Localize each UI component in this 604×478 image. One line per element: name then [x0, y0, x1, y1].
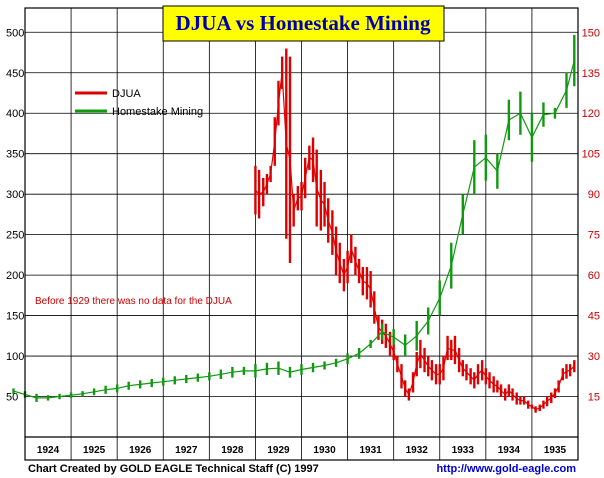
legend-label-djua: DJUA [112, 88, 141, 100]
x-tick-label: 1929 [267, 445, 290, 456]
chart-title: DJUA vs Homestake Mining [176, 11, 431, 35]
y-right-tick-label: 15 [588, 392, 600, 404]
x-tick-label: 1935 [544, 445, 567, 456]
x-tick-label: 1926 [129, 445, 152, 456]
y-left-tick-label: 250 [6, 230, 24, 242]
legend-label-homestake: Homestake Mining [112, 106, 203, 118]
x-tick-label: 1928 [221, 445, 244, 456]
x-tick-label: 1934 [498, 445, 521, 456]
series-layer [12, 34, 576, 413]
y-left-tick-label: 300 [6, 189, 24, 201]
grid-layer [25, 8, 578, 460]
y-left-tick-label: 500 [6, 27, 24, 39]
title-box-bg [162, 5, 445, 42]
x-tick-label: 1933 [452, 445, 475, 456]
source-url[interactable]: http://www.gold-eagle.com [436, 463, 576, 475]
y-left-tick-label: 350 [6, 149, 24, 161]
y-right-tick-label: 150 [582, 27, 600, 39]
y-left-tick-label: 450 [6, 68, 24, 80]
y-right-tick-label: 90 [588, 189, 600, 201]
y-right-tick-label: 120 [582, 108, 600, 120]
y-right-tick-label: 75 [588, 230, 600, 242]
credit-text: Chart Created by GOLD EAGLE Technical St… [28, 463, 319, 475]
y-left-tick-label: 150 [6, 311, 24, 323]
y-left-tick-label: 50 [6, 392, 18, 404]
y-right-tick-label: 105 [582, 149, 600, 161]
y-left-tick-label: 400 [6, 108, 24, 120]
y-right-tick-label: 60 [588, 270, 600, 282]
djua-series-line [254, 72, 575, 411]
title-box: DJUA vs Homestake Mining [162, 5, 445, 42]
y-left-tick-label: 200 [6, 270, 24, 282]
x-tick-label: 1932 [406, 445, 429, 456]
djua-note: Before 1929 there was no data for the DJ… [35, 296, 232, 307]
axis-layer: 50 100 150 200 250 300 350 400 450 500 15 30 45 60 75 9… [6, 27, 600, 456]
x-tick-label: 1931 [360, 445, 383, 456]
x-tick-label: 1927 [175, 445, 198, 456]
y-right-tick-label: 45 [588, 311, 600, 323]
homestake-series-line [13, 60, 575, 399]
x-tick-label: 1925 [83, 445, 106, 456]
legend: DJUA Homestake Mining [75, 88, 203, 118]
x-tick-label: 1930 [313, 445, 336, 456]
y-right-tick-label: 135 [582, 68, 600, 80]
y-right-tick-label: 30 [588, 351, 600, 363]
x-tick-label: 1924 [37, 445, 60, 456]
y-left-tick-label: 100 [6, 351, 24, 363]
